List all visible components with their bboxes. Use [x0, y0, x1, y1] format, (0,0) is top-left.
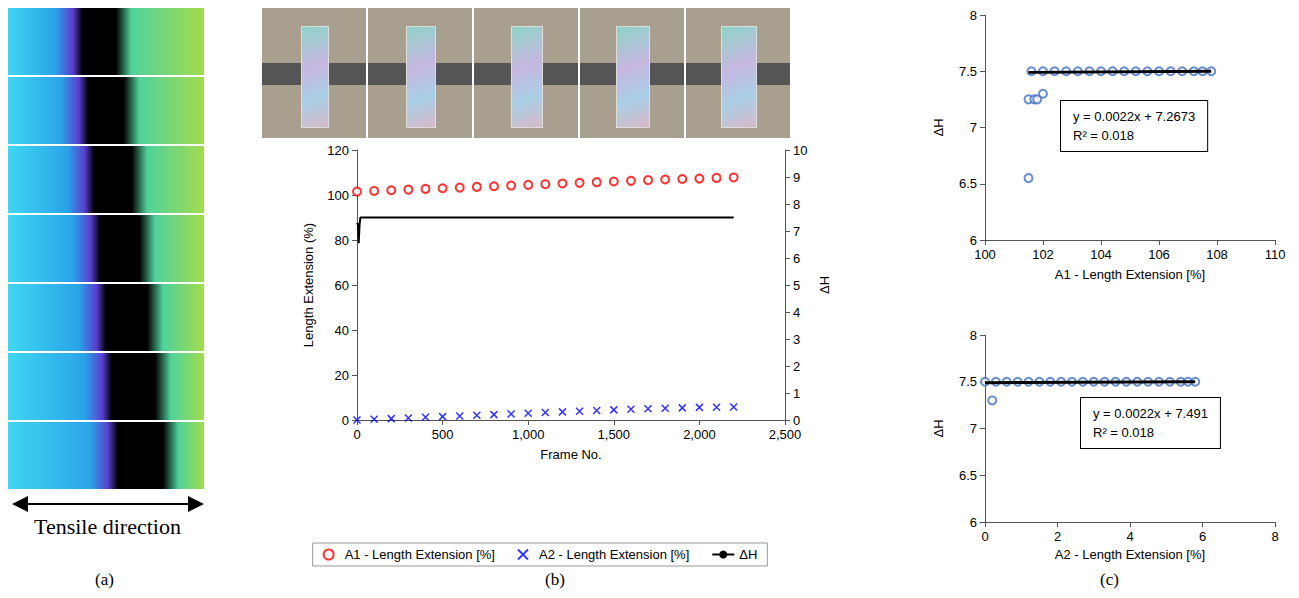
svg-text:7: 7 [970, 120, 977, 135]
svg-text:6: 6 [970, 233, 977, 248]
svg-text:100: 100 [327, 188, 349, 203]
svg-text:R² = 0.018: R² = 0.018 [1073, 128, 1134, 143]
svg-text:108: 108 [1206, 247, 1228, 262]
svg-text:R² = 0.018: R² = 0.018 [1093, 425, 1154, 440]
svg-text:y = 0.0022x + 7.491: y = 0.0022x + 7.491 [1093, 406, 1208, 421]
svg-text:6.5: 6.5 [959, 176, 977, 191]
svg-text:6.5: 6.5 [959, 468, 977, 483]
svg-text:1,500: 1,500 [598, 427, 631, 442]
svg-text:7.5: 7.5 [959, 374, 977, 389]
svg-text:2,000: 2,000 [683, 427, 716, 442]
html-text:Tensile direction: Tensile direction [34, 514, 181, 539]
svg-text:0: 0 [793, 413, 800, 428]
svg-text:4: 4 [793, 305, 800, 320]
svg-text:2: 2 [793, 359, 800, 374]
svg-text:0: 0 [353, 427, 360, 442]
svg-text:40: 40 [335, 323, 349, 338]
svg-text:110: 110 [1265, 247, 1286, 262]
svg-text:20: 20 [335, 368, 349, 383]
svg-text:106: 106 [1148, 247, 1170, 262]
svg-text:1: 1 [793, 386, 800, 401]
svg-text:ΔH: ΔH [931, 118, 946, 136]
svg-text:2: 2 [1054, 529, 1061, 544]
svg-text:100: 100 [974, 247, 996, 262]
svg-text:Frame No.: Frame No. [540, 447, 601, 462]
svg-text:7.5: 7.5 [959, 64, 977, 79]
svg-text:9: 9 [793, 170, 800, 185]
svg-text:102: 102 [1032, 247, 1054, 262]
svg-text:8: 8 [970, 8, 977, 23]
svg-text:1,000: 1,000 [512, 427, 545, 442]
html-text:(a): (a) [95, 570, 114, 589]
svg-text:6: 6 [793, 251, 800, 266]
html-text:(b): (b) [545, 570, 565, 589]
svg-text:60: 60 [335, 278, 349, 293]
svg-text:8: 8 [793, 197, 800, 212]
svg-text:A2 - Length Extension [%]: A2 - Length Extension [%] [539, 547, 689, 562]
svg-text:A1 - Length Extension [%]: A1 - Length Extension [%] [1055, 267, 1205, 282]
svg-text:A1 - Length Extension [%]: A1 - Length Extension [%] [345, 547, 495, 562]
svg-text:8: 8 [1271, 529, 1278, 544]
svg-text:80: 80 [335, 233, 349, 248]
svg-text:500: 500 [432, 427, 454, 442]
svg-text:2,500: 2,500 [769, 427, 802, 442]
svg-text:10: 10 [793, 143, 807, 158]
svg-text:ΔH: ΔH [931, 419, 946, 437]
svg-text:y = 0.0022x + 7.2673: y = 0.0022x + 7.2673 [1073, 109, 1195, 124]
svg-text:104: 104 [1090, 247, 1112, 262]
svg-text:3: 3 [793, 332, 800, 347]
svg-text:6: 6 [970, 515, 977, 530]
svg-text:0: 0 [981, 529, 988, 544]
html-text:(c): (c) [1100, 570, 1119, 589]
svg-text:ΔH: ΔH [817, 276, 832, 294]
svg-text:7: 7 [793, 224, 800, 239]
svg-text:ΔH: ΔH [739, 547, 757, 562]
svg-text:120: 120 [327, 143, 349, 158]
svg-text:4: 4 [1126, 529, 1133, 544]
svg-text:6: 6 [1199, 529, 1206, 544]
svg-text:8: 8 [970, 328, 977, 343]
svg-text:Length Extension (%): Length Extension (%) [301, 223, 316, 347]
svg-text:0: 0 [342, 413, 349, 428]
svg-text:7: 7 [970, 421, 977, 436]
svg-text:A2 - Length Extension [%]: A2 - Length Extension [%] [1055, 547, 1205, 562]
svg-text:5: 5 [793, 278, 800, 293]
